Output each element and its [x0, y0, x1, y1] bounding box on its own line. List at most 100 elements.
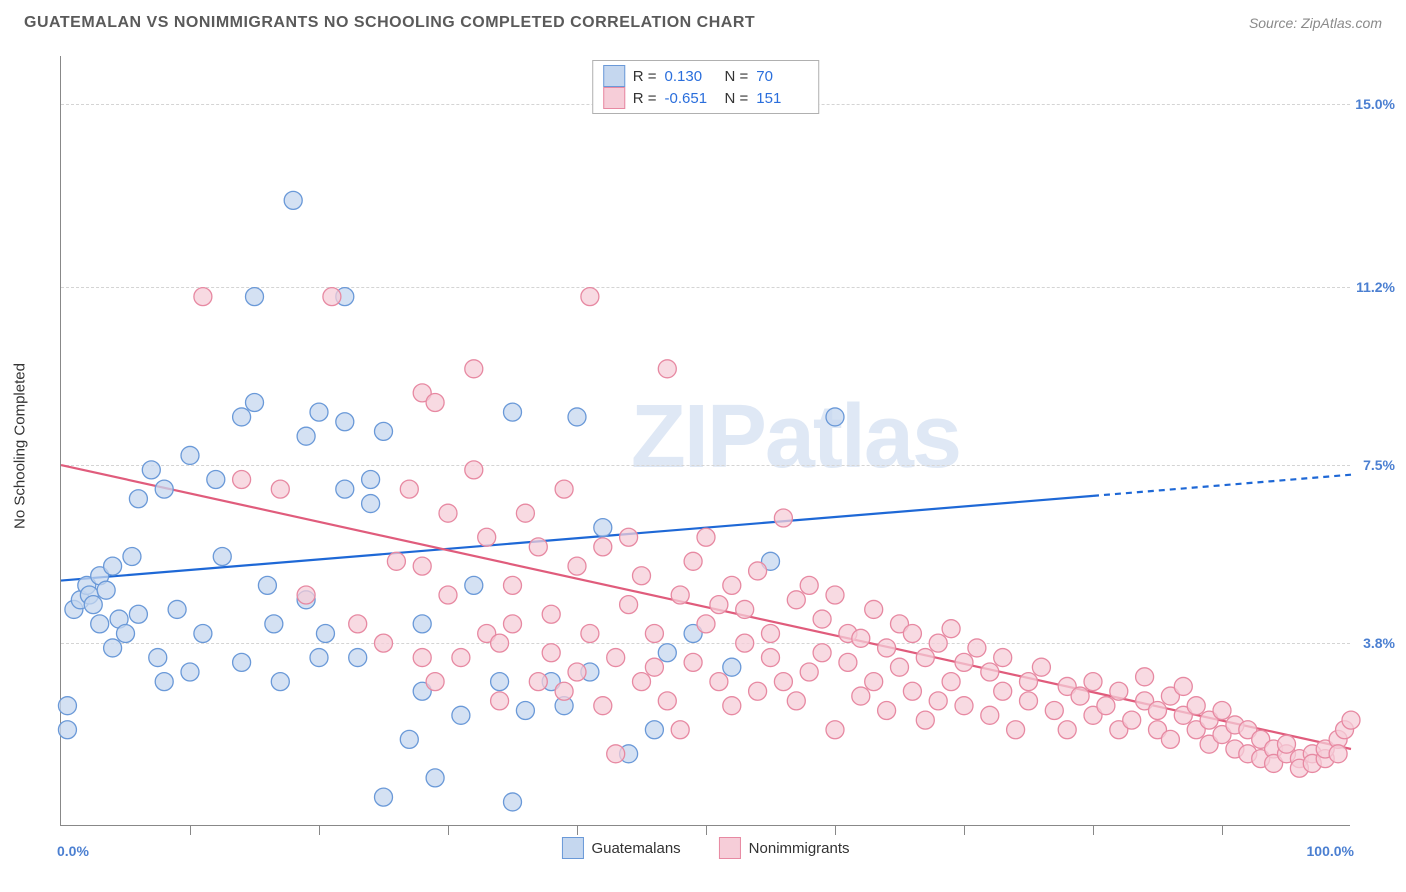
data-point: [258, 576, 276, 594]
data-point: [710, 596, 728, 614]
data-point: [1329, 745, 1347, 763]
r-label: R =: [633, 90, 657, 107]
data-point: [516, 504, 534, 522]
swatch-blue: [603, 65, 625, 87]
data-point: [491, 673, 509, 691]
data-point: [426, 673, 444, 691]
data-point: [117, 625, 135, 643]
trend-line-dashed: [1093, 475, 1351, 496]
data-point: [710, 673, 728, 691]
data-point: [375, 634, 393, 652]
data-point: [774, 509, 792, 527]
data-point: [310, 403, 328, 421]
data-point: [504, 793, 522, 811]
x-tick: [1222, 825, 1223, 835]
data-point: [400, 480, 418, 498]
data-point: [736, 634, 754, 652]
data-point: [465, 360, 483, 378]
data-point: [1084, 673, 1102, 691]
data-point: [1071, 687, 1089, 705]
data-point: [1032, 658, 1050, 676]
data-point: [516, 702, 534, 720]
data-point: [387, 552, 405, 570]
stat-row-guat: R = 0.130 N = 70: [603, 65, 809, 87]
data-point: [194, 288, 212, 306]
data-point: [633, 567, 651, 585]
data-point: [104, 557, 122, 575]
data-point: [736, 600, 754, 618]
data-point: [504, 576, 522, 594]
x-legend: Guatemalans Nonimmigrants: [561, 837, 849, 859]
data-point: [865, 673, 883, 691]
data-point: [1007, 721, 1025, 739]
data-point: [684, 552, 702, 570]
data-point: [787, 591, 805, 609]
data-point: [246, 394, 264, 412]
data-point: [104, 639, 122, 657]
data-point: [284, 191, 302, 209]
data-point: [929, 692, 947, 710]
data-point: [129, 605, 147, 623]
x-tick: [1093, 825, 1094, 835]
y-tick-label: 11.2%: [1356, 279, 1395, 295]
data-point: [658, 360, 676, 378]
data-point: [426, 769, 444, 787]
data-point: [213, 548, 231, 566]
data-point: [671, 586, 689, 604]
data-point: [749, 562, 767, 580]
data-point: [878, 639, 896, 657]
data-point: [594, 538, 612, 556]
data-point: [800, 663, 818, 681]
x-tick: [319, 825, 320, 835]
data-point: [568, 557, 586, 575]
data-point: [581, 625, 599, 643]
data-point: [1045, 702, 1063, 720]
data-point: [826, 721, 844, 739]
y-tick-label: 7.5%: [1363, 457, 1395, 473]
data-point: [929, 634, 947, 652]
data-point: [723, 697, 741, 715]
x-tick: [835, 825, 836, 835]
data-point: [787, 692, 805, 710]
data-point: [762, 649, 780, 667]
data-point: [555, 480, 573, 498]
x-label-left: 0.0%: [57, 843, 89, 859]
data-point: [168, 600, 186, 618]
data-point: [439, 504, 457, 522]
data-point: [491, 692, 509, 710]
data-point: [865, 600, 883, 618]
chart-title: GUATEMALAN VS NONIMMIGRANTS NO SCHOOLING…: [24, 14, 755, 32]
data-point: [594, 519, 612, 537]
data-point: [697, 615, 715, 633]
y-tick-label: 3.8%: [1363, 635, 1395, 651]
data-point: [233, 653, 251, 671]
data-point: [233, 471, 251, 489]
data-point: [723, 576, 741, 594]
data-point: [671, 721, 689, 739]
data-point: [542, 644, 560, 662]
data-point: [645, 658, 663, 676]
data-point: [362, 471, 380, 489]
data-point: [555, 682, 573, 700]
r-value-guat: 0.130: [665, 68, 717, 85]
legend-label-guat: Guatemalans: [591, 840, 680, 857]
data-point: [297, 586, 315, 604]
data-point: [84, 596, 102, 614]
data-point: [568, 663, 586, 681]
data-point: [336, 413, 354, 431]
data-point: [800, 576, 818, 594]
data-point: [594, 697, 612, 715]
data-point: [774, 673, 792, 691]
data-point: [542, 605, 560, 623]
data-point: [400, 730, 418, 748]
data-point: [968, 639, 986, 657]
data-point: [916, 711, 934, 729]
x-tick: [706, 825, 707, 835]
data-point: [826, 586, 844, 604]
data-point: [246, 288, 264, 306]
r-label: R =: [633, 68, 657, 85]
stat-box: R = 0.130 N = 70 R = -0.651 N = 151: [592, 60, 820, 114]
data-point: [375, 422, 393, 440]
data-point: [658, 692, 676, 710]
plot-area: ZIPatlas 3.8%7.5%11.2%15.0% R = 0.130 N …: [60, 56, 1350, 826]
